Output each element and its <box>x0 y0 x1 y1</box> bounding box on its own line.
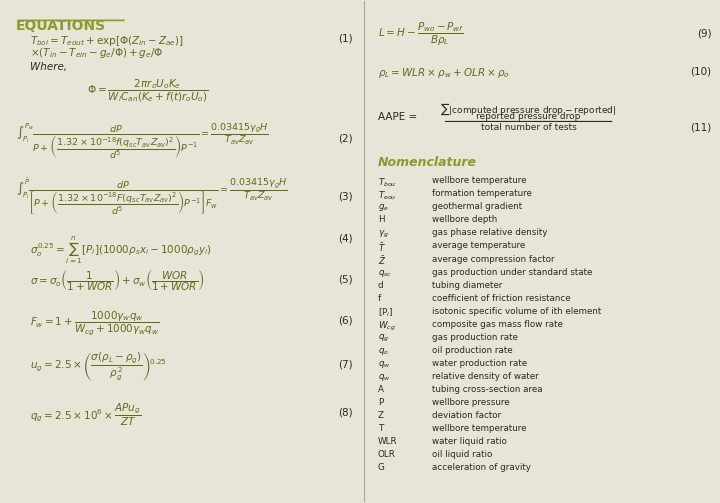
Text: acceleration of gravity: acceleration of gravity <box>432 463 531 472</box>
Text: (11): (11) <box>690 122 711 132</box>
Text: formation temperature: formation temperature <box>432 190 531 199</box>
Text: $q_g$: $q_g$ <box>378 332 389 344</box>
Text: total number of tests: total number of tests <box>481 123 577 132</box>
Text: coefficient of friction resistance: coefficient of friction resistance <box>432 294 570 302</box>
Text: $q_g = 2.5 \times 10^6 \times \dfrac{APu_g}{ZT}$: $q_g = 2.5 \times 10^6 \times \dfrac{APu… <box>30 401 141 428</box>
Text: $\int_{P_i}^{\bar{P}} \dfrac{dP}{\left[P + \left(\dfrac{1.32\times10^{-18}F(q_{s: $\int_{P_i}^{\bar{P}} \dfrac{dP}{\left[P… <box>16 177 287 217</box>
Text: $q_w$: $q_w$ <box>378 372 390 383</box>
Text: $u_g = 2.5 \times \left(\dfrac{\sigma(\rho_L - \rho_g)}{\rho_g^2}\right)^{0.25}$: $u_g = 2.5 \times \left(\dfrac{\sigma(\r… <box>30 351 167 383</box>
Text: $\times(T_{in} - T_{ein} - g_e/\Phi) + g_e/\Phi$: $\times(T_{in} - T_{ein} - g_e/\Phi) + g… <box>30 46 163 60</box>
Text: (9): (9) <box>697 29 711 39</box>
Text: water liquid ratio: water liquid ratio <box>432 437 507 446</box>
Text: (10): (10) <box>690 66 711 76</box>
Text: (7): (7) <box>338 359 353 369</box>
Text: $\sigma_o^{0.25} = \sum_{i=1}^{n}[P_i](1000\rho_s x_i - 1000\rho_g y_i)$: $\sigma_o^{0.25} = \sum_{i=1}^{n}[P_i](1… <box>30 234 212 266</box>
Text: $T_{bou}$: $T_{bou}$ <box>378 177 397 189</box>
Text: (8): (8) <box>338 407 353 417</box>
Text: deviation factor: deviation factor <box>432 410 501 420</box>
Text: Z: Z <box>378 410 384 420</box>
Text: wellbore temperature: wellbore temperature <box>432 424 526 433</box>
Text: (5): (5) <box>338 274 353 284</box>
Text: (1): (1) <box>338 34 353 44</box>
Text: T: T <box>378 424 383 433</box>
Text: $\rho_L = WLR \times \rho_w + OLR \times \rho_o$: $\rho_L = WLR \times \rho_w + OLR \times… <box>378 66 510 80</box>
Text: composite gas mass flow rate: composite gas mass flow rate <box>432 319 562 328</box>
Text: tubing diameter: tubing diameter <box>432 281 502 290</box>
Text: geothermal gradient: geothermal gradient <box>432 203 522 211</box>
Text: (3): (3) <box>338 192 353 202</box>
Text: G: G <box>378 463 384 472</box>
Text: Where,: Where, <box>30 62 67 72</box>
Text: $W_{cg}$: $W_{cg}$ <box>378 319 395 332</box>
Text: $q_{sc}$: $q_{sc}$ <box>378 268 392 279</box>
Text: $\bar{Z}$: $\bar{Z}$ <box>378 255 386 268</box>
Text: AAPE =: AAPE = <box>378 113 417 122</box>
Text: wellbore pressure: wellbore pressure <box>432 397 509 406</box>
Text: OLR: OLR <box>378 450 396 459</box>
Text: $q_o$: $q_o$ <box>378 346 389 357</box>
Text: average temperature: average temperature <box>432 241 525 250</box>
Text: reported pressure drop: reported pressure drop <box>477 113 581 121</box>
Text: [P$_i$]: [P$_i$] <box>378 306 393 319</box>
Text: $L = H - \dfrac{P_{wo} - P_{wf}}{B\rho_L}$: $L = H - \dfrac{P_{wo} - P_{wf}}{B\rho_L… <box>378 22 464 48</box>
Text: gas production under standard state: gas production under standard state <box>432 268 592 277</box>
Text: relative density of water: relative density of water <box>432 372 539 381</box>
Text: tubing cross-section area: tubing cross-section area <box>432 385 542 393</box>
Text: $\int_{P_i}^{P_w} \dfrac{dP}{P + \left(\dfrac{1.32\times10^{-18}f(q_{sc}T_{av}Z_: $\int_{P_i}^{P_w} \dfrac{dP}{P + \left(\… <box>16 121 269 161</box>
Text: $T_{eou}$: $T_{eou}$ <box>378 190 397 202</box>
Text: EQUATIONS: EQUATIONS <box>16 19 106 33</box>
Text: $\bar{T}$: $\bar{T}$ <box>378 241 386 255</box>
Text: average compression factor: average compression factor <box>432 255 554 264</box>
Text: f: f <box>378 294 381 302</box>
Text: gas phase relative density: gas phase relative density <box>432 228 547 237</box>
Text: $q_w$: $q_w$ <box>378 359 390 370</box>
Text: $\Phi = \dfrac{2\pi r_o U_o K_e}{W_i C_{an}(K_e + f(t) r_o U_o)}$: $\Phi = \dfrac{2\pi r_o U_o K_e}{W_i C_{… <box>87 77 209 104</box>
Text: isotonic specific volume of ith element: isotonic specific volume of ith element <box>432 306 601 315</box>
Text: $\sigma = \sigma_o\left(\dfrac{1}{1+WOR}\right) + \sigma_w\left(\dfrac{WOR}{1+WO: $\sigma = \sigma_o\left(\dfrac{1}{1+WOR}… <box>30 267 204 293</box>
Text: $\sum|\text{computed pressure drop} - \text{reported}|$: $\sum|\text{computed pressure drop} - \t… <box>441 102 617 117</box>
Text: oil liquid ratio: oil liquid ratio <box>432 450 492 459</box>
Text: Nomenclature: Nomenclature <box>378 156 477 170</box>
Text: oil production rate: oil production rate <box>432 346 513 355</box>
Text: $F_w = 1 + \dfrac{1000\gamma_w q_w}{W_{cg} + 1000\gamma_w q_w}$: $F_w = 1 + \dfrac{1000\gamma_w q_w}{W_{c… <box>30 309 160 337</box>
Text: $T_{boi} = T_{eout} + \exp[\Phi(Z_{in} - Z_{ae})]$: $T_{boi} = T_{eout} + \exp[\Phi(Z_{in} -… <box>30 34 184 48</box>
Text: water production rate: water production rate <box>432 359 527 368</box>
Text: wellbore depth: wellbore depth <box>432 215 497 224</box>
Text: H: H <box>378 215 384 224</box>
Text: P: P <box>378 397 383 406</box>
Text: wellbore temperature: wellbore temperature <box>432 177 526 186</box>
Text: WLR: WLR <box>378 437 397 446</box>
Text: (2): (2) <box>338 134 353 144</box>
Text: (6): (6) <box>338 315 353 325</box>
Text: $g_e$: $g_e$ <box>378 203 389 213</box>
Text: (4): (4) <box>338 234 353 244</box>
Text: d: d <box>378 281 384 290</box>
Text: A: A <box>378 385 384 393</box>
Text: $\gamma_g$: $\gamma_g$ <box>378 228 389 239</box>
Text: gas production rate: gas production rate <box>432 332 518 342</box>
